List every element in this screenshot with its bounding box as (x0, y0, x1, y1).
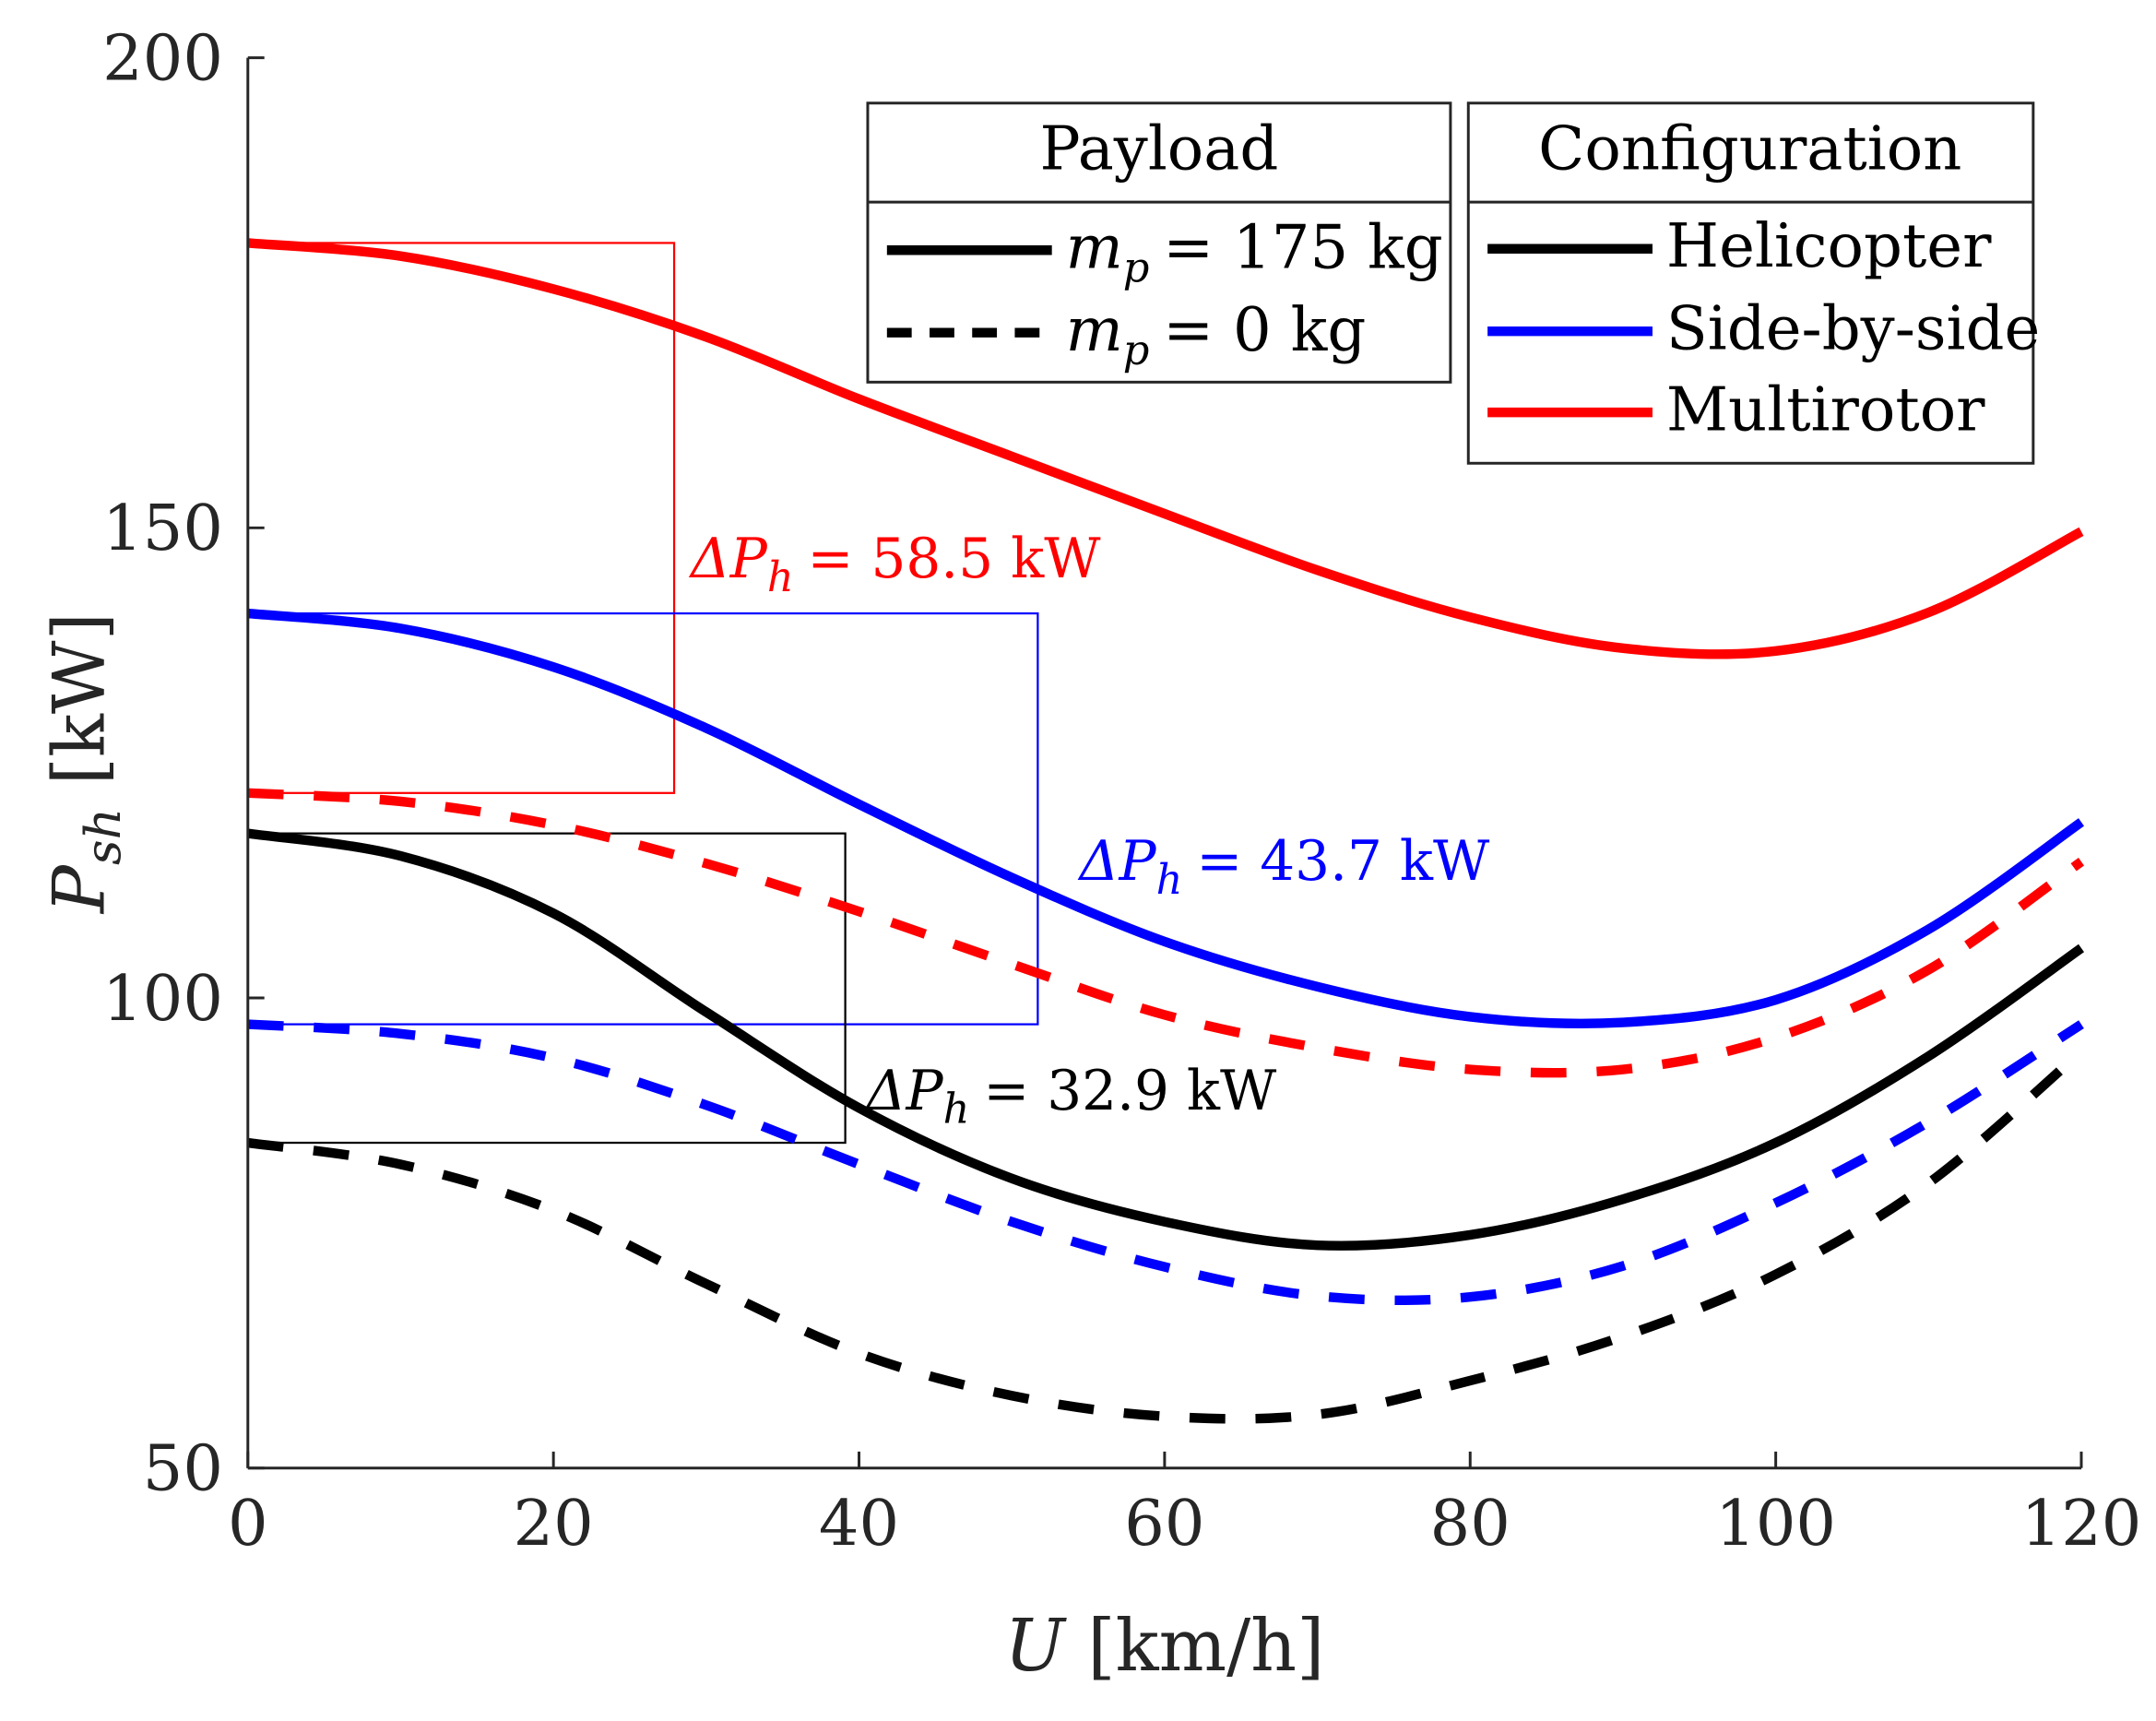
annotation-helicopter: ΔPh = 32.9 kW (864, 1060, 1277, 1133)
legend-entry-multirotor: Multirotor (1666, 375, 1985, 445)
x-tick-label: 20 (514, 1487, 594, 1561)
legend-entry-0kg: mp = 0 kg (1066, 295, 1367, 374)
y-tick-label: 100 (102, 962, 223, 1036)
series-side-by-side-0kg (247, 1019, 2084, 1306)
legend-configuration: Configuration Helicopter Side-by-side Mu… (1466, 101, 2040, 465)
delta-box-1 (246, 611, 1039, 1026)
series-multirotor-175kg (247, 238, 2084, 659)
annotation-multirotor: ΔPh = 58.5 kW (689, 528, 1102, 601)
delta-box-2 (246, 832, 847, 1145)
ticks: 0 20 40 60 80 100 120 50 100 150 200 (102, 21, 2141, 1561)
legend-payload: Payload mp = 175 kg mp = 0 kg (866, 101, 1452, 384)
legend-entry-175kg: mp = 175 kg (1066, 213, 1443, 292)
x-tick-label: 40 (819, 1487, 899, 1561)
y-tick-label: 150 (102, 492, 223, 565)
series-helicopter-175kg (247, 828, 2085, 1251)
y-axis-label: Psh [kW] (38, 612, 132, 915)
y-tick-label: 200 (102, 21, 223, 95)
legend-configuration-title: Configuration (1538, 113, 1961, 184)
x-tick-label: 80 (1430, 1487, 1510, 1561)
x-tick-label: 100 (1715, 1487, 1836, 1561)
x-axis-label: U [km/h] (1004, 1605, 1324, 1688)
curves (247, 238, 2085, 1424)
x-tick-label: 0 (228, 1487, 268, 1561)
series-helicopter-0kg (247, 1048, 2085, 1424)
legend-payload-title: Payload (1040, 113, 1279, 184)
x-tick-label: 120 (2021, 1487, 2142, 1561)
y-tick-label: 50 (143, 1432, 223, 1506)
delta-box-0 (246, 242, 676, 794)
series-side-by-side-175kg (247, 608, 2084, 1029)
series-multirotor-0kg (247, 788, 2085, 1078)
legend-entry-helicopter: Helicopter (1666, 211, 1992, 281)
annotation-side-by-side: ΔPh = 43.7 kW (1077, 830, 1490, 904)
x-tick-label: 60 (1124, 1487, 1204, 1561)
legend-entry-side-by-side: Side-by-side (1666, 294, 2040, 364)
